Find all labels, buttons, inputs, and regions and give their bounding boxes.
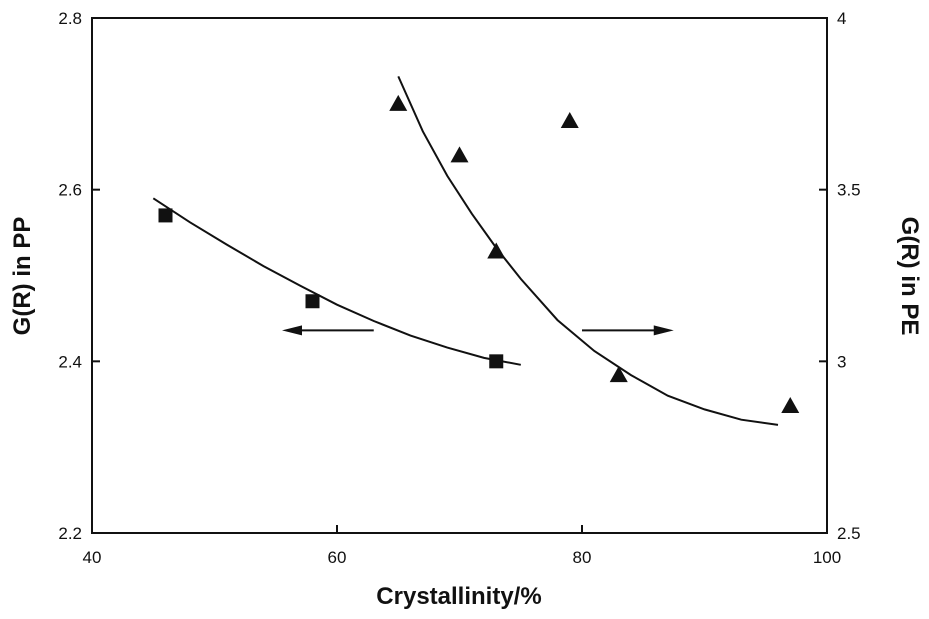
y-right-tick-label: 3 <box>837 352 846 371</box>
left-axis-arrow-head <box>282 325 302 336</box>
axis-arrows <box>282 325 674 336</box>
x-tick-label: 100 <box>813 548 841 567</box>
y-right-tick-label: 3.5 <box>837 181 861 200</box>
axis-ticks: 40 60 80 100 2.2 2.4 2.6 2.8 2.5 3 3.5 4 <box>58 9 860 567</box>
y-left-tick-label: 2.2 <box>58 524 82 543</box>
fit-curves <box>152 75 779 426</box>
y-left-tick-label: 2.6 <box>58 181 82 200</box>
x-tick-label: 40 <box>83 548 102 567</box>
y-right-tick-label: 4 <box>837 9 846 28</box>
triangle-marker <box>389 94 408 111</box>
triangle-marker <box>781 396 800 413</box>
x-axis-title: Crystallinity/% <box>376 583 541 610</box>
y-left-axis-title: G(R) in PP <box>9 217 36 336</box>
y-right-axis-title: G(R) in PE <box>896 217 923 336</box>
y-left-tick-label: 2.4 <box>58 352 82 371</box>
right-axis-arrow-head <box>653 325 674 336</box>
x-tick-label: 80 <box>573 548 592 567</box>
plot-frame <box>91 17 828 534</box>
triangle-marker <box>560 112 579 128</box>
left-fit-curve <box>152 197 521 366</box>
right-fit-curve <box>397 75 779 426</box>
x-tick-label: 60 <box>328 548 347 567</box>
triangle-marker <box>450 146 469 163</box>
y-right-tick-label: 2.5 <box>837 524 861 543</box>
square-marker <box>489 354 504 369</box>
data-markers <box>158 94 800 413</box>
triangle-marker <box>487 242 506 259</box>
square-marker <box>305 294 320 309</box>
y-left-tick-label: 2.8 <box>58 9 82 28</box>
square-marker <box>158 208 173 223</box>
triangle-marker <box>609 366 628 383</box>
